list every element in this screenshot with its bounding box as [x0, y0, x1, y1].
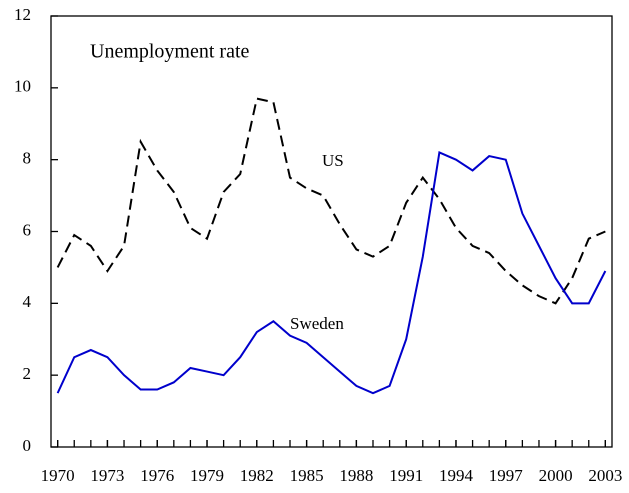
- x-tick-label: 1973: [90, 466, 124, 485]
- y-tick-label: 2: [23, 364, 32, 383]
- y-tick-label: 8: [23, 149, 32, 168]
- y-tick-label: 12: [14, 5, 31, 24]
- plot-frame: [50, 15, 613, 448]
- series-label: US: [322, 151, 344, 170]
- x-tick-label: 1997: [489, 466, 524, 485]
- series-line: [56, 151, 607, 395]
- series-label: Sweden: [290, 314, 344, 333]
- x-tick-label: 2003: [588, 466, 622, 485]
- x-tick-label: 1976: [140, 466, 174, 485]
- x-tick-label: 1979: [190, 466, 224, 485]
- x-tick-label: 1988: [339, 466, 373, 485]
- x-tick-label: 2000: [539, 466, 573, 485]
- y-tick-label: 10: [14, 77, 31, 96]
- x-tick-label: 1982: [240, 466, 274, 485]
- x-tick-label: 1991: [389, 466, 423, 485]
- chart-title: Unemployment rate: [90, 41, 250, 63]
- x-tick-label: 1970: [41, 466, 75, 485]
- y-tick-label: 6: [23, 220, 32, 239]
- y-tick-label: 0: [23, 436, 32, 455]
- x-tick-label: 1985: [290, 466, 324, 485]
- y-tick-label: 4: [23, 292, 32, 311]
- x-tick-label: 1994: [439, 466, 474, 485]
- series-line: [56, 97, 606, 305]
